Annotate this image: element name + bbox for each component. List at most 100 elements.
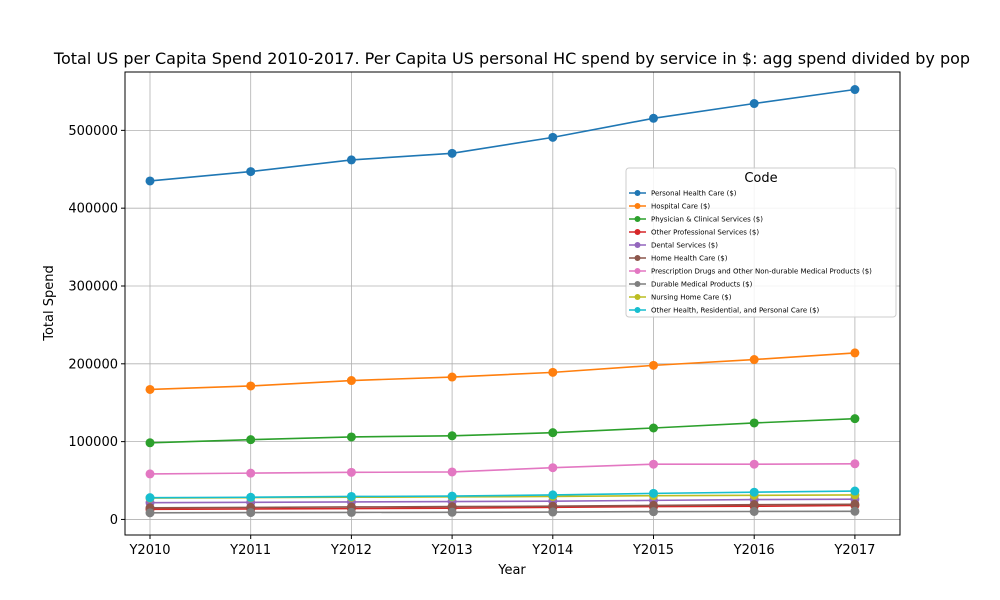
data-point bbox=[749, 500, 759, 510]
data-point bbox=[749, 99, 759, 109]
legend-swatch-marker bbox=[634, 229, 641, 235]
series-line bbox=[149, 417, 855, 444]
legend-item: Other Professional Services ($) bbox=[629, 229, 759, 237]
x-tick-label: Y2014 bbox=[531, 543, 573, 558]
data-point bbox=[246, 508, 256, 518]
legend-label: Prescription Drugs and Other Non-durable… bbox=[651, 268, 872, 276]
data-point bbox=[749, 459, 759, 469]
x-tick-label: Y2012 bbox=[330, 543, 372, 558]
legend-label: Home Health Care ($) bbox=[651, 255, 728, 263]
legend-label: Dental Services ($) bbox=[651, 242, 718, 250]
data-point bbox=[749, 487, 759, 497]
y-tick-label: 100000 bbox=[68, 435, 118, 450]
x-tick-label: Y2011 bbox=[229, 543, 271, 558]
data-point bbox=[145, 493, 155, 503]
data-point bbox=[548, 490, 558, 500]
data-point bbox=[548, 507, 558, 517]
x-tick-label: Y2015 bbox=[632, 543, 674, 558]
y-axis-ticks: 0 100000 200000 300000 400000 500000 bbox=[68, 124, 125, 528]
data-point bbox=[246, 468, 256, 478]
series-line bbox=[149, 462, 855, 475]
data-point bbox=[246, 381, 256, 391]
y-tick-label: 500000 bbox=[68, 124, 118, 139]
data-point bbox=[246, 435, 256, 445]
legend-label: Other Professional Services ($) bbox=[651, 229, 759, 237]
legend-item: Home Health Care ($) bbox=[629, 255, 728, 263]
legend-item: Nursing Home Care ($) bbox=[629, 294, 732, 302]
series-0 bbox=[145, 85, 860, 186]
y-axis-label: Total Spend bbox=[42, 265, 57, 342]
series-line bbox=[149, 88, 856, 182]
series-7 bbox=[145, 506, 860, 518]
legend-item: Durable Medical Products ($) bbox=[629, 281, 753, 289]
legend-swatch-marker bbox=[634, 203, 641, 209]
series-6 bbox=[145, 459, 860, 479]
legend-item: Dental Services ($) bbox=[629, 242, 718, 250]
series-line bbox=[149, 490, 855, 499]
x-axis-ticks: Y2010 Y2011 Y2012 Y2013 Y2014 Y2015 Y2016 Y2017 bbox=[128, 535, 875, 558]
data-point bbox=[850, 85, 860, 95]
data-point bbox=[548, 132, 558, 142]
plot-frame bbox=[124, 71, 901, 536]
legend-swatch-marker bbox=[634, 216, 641, 222]
data-point bbox=[346, 491, 356, 501]
y-tick-label: 300000 bbox=[68, 279, 118, 294]
series-line bbox=[149, 504, 855, 511]
legend-label: Other Health, Residential, and Personal … bbox=[651, 307, 820, 315]
data-point bbox=[447, 507, 457, 517]
gridlines bbox=[125, 72, 900, 535]
series-1 bbox=[145, 348, 860, 394]
data-point bbox=[850, 486, 860, 496]
x-tick-label: Y2010 bbox=[128, 543, 170, 558]
legend-item: Personal Health Care ($) bbox=[629, 190, 737, 198]
data-point bbox=[749, 355, 759, 365]
legend-label: Nursing Home Care ($) bbox=[651, 294, 732, 302]
data-point bbox=[749, 506, 759, 516]
x-axis-label: Year bbox=[497, 563, 526, 578]
data-point bbox=[649, 113, 658, 123]
data-point bbox=[145, 176, 155, 186]
data-point bbox=[447, 148, 457, 158]
data-point bbox=[145, 438, 155, 448]
data-point bbox=[649, 360, 658, 370]
y-tick-label: 0 bbox=[110, 513, 118, 528]
series-9 bbox=[145, 486, 860, 503]
series-line bbox=[149, 503, 855, 509]
data-point bbox=[649, 488, 658, 498]
x-tick-label: Y2016 bbox=[733, 543, 775, 558]
data-point bbox=[850, 506, 860, 516]
data-point bbox=[548, 463, 558, 473]
series-line bbox=[149, 510, 855, 514]
data-point bbox=[850, 414, 860, 424]
series-line bbox=[149, 498, 855, 504]
data-point bbox=[649, 500, 658, 510]
x-tick-label: Y2013 bbox=[431, 543, 473, 558]
data-point bbox=[850, 459, 860, 469]
data-point bbox=[346, 432, 356, 442]
data-point bbox=[246, 492, 256, 502]
data-point bbox=[145, 384, 155, 394]
legend-swatch-marker bbox=[634, 242, 641, 248]
data-point bbox=[447, 431, 457, 441]
legend-items: Personal Health Care ($) Hospital Care ($… bbox=[629, 190, 872, 315]
data-point bbox=[346, 507, 356, 517]
data-point bbox=[145, 508, 155, 518]
legend-swatch-marker bbox=[634, 255, 641, 261]
chart-title: Total US per Capita Spend 2010-2017. Per… bbox=[53, 49, 970, 68]
data-point bbox=[447, 491, 457, 501]
data-point bbox=[447, 467, 457, 477]
legend-item: Prescription Drugs and Other Non-durable… bbox=[629, 268, 872, 276]
data-point bbox=[850, 499, 860, 509]
legend-swatch-marker bbox=[634, 190, 641, 196]
data-point bbox=[346, 155, 356, 165]
series-line bbox=[149, 352, 855, 391]
data-point bbox=[346, 467, 356, 477]
data-point bbox=[850, 348, 860, 358]
legend-item: Physician & Clinical Services ($) bbox=[629, 216, 763, 224]
legend-swatch-marker bbox=[634, 307, 641, 313]
series-5 bbox=[145, 499, 860, 513]
y-tick-label: 200000 bbox=[68, 357, 118, 372]
series-2 bbox=[145, 414, 860, 448]
legend-swatch-marker bbox=[634, 281, 641, 287]
legend-label: Hospital Care ($) bbox=[651, 203, 710, 211]
